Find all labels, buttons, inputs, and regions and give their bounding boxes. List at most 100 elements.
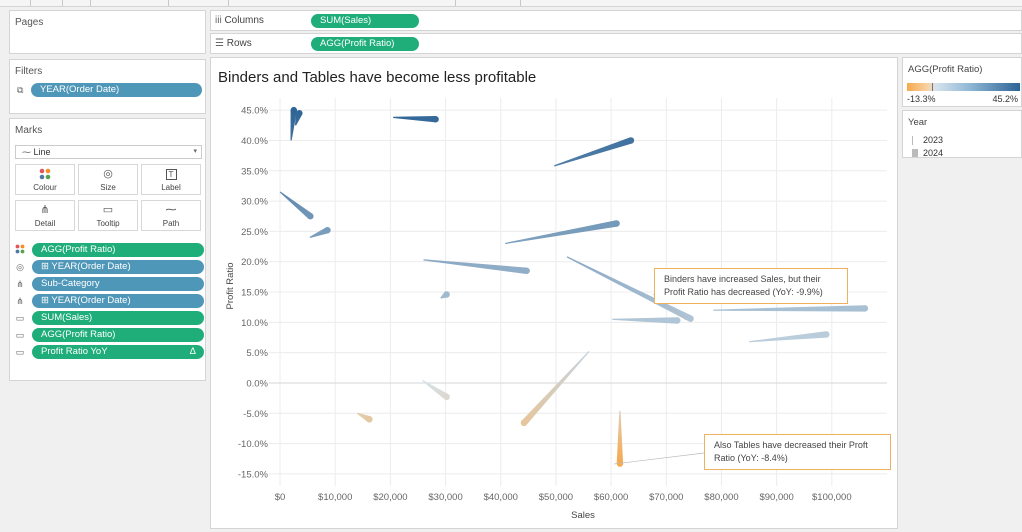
label-button-label: Label: [161, 183, 181, 192]
rows-shelf[interactable]: ☰ Rows AGG(Profit Ratio): [210, 33, 1022, 54]
trend-line-mark[interactable]: [505, 220, 618, 245]
size-legend[interactable]: Year 2023 2024: [902, 110, 1022, 158]
trend-line-mark[interactable]: [566, 256, 692, 322]
marks-pill-row: ▭ AGG(Profit Ratio): [14, 328, 204, 342]
colour-ramp-zero-marker: [932, 83, 933, 91]
tooltip-button[interactable]: ▭ Tooltip: [78, 200, 138, 231]
detail-button-label: Detail: [34, 219, 56, 228]
detail-icon: ⋔: [16, 279, 24, 289]
pill-label: Profit Ratio YoY: [41, 346, 108, 357]
trend-line-mark[interactable]: [309, 227, 329, 238]
annotation-connector: [613, 452, 705, 465]
trend-line-end-mark[interactable]: [520, 419, 528, 427]
trend-line-mark[interactable]: [423, 259, 527, 274]
trend-line-end-mark[interactable]: [443, 291, 450, 298]
trend-line-mark[interactable]: [612, 317, 678, 324]
size-legend-item-label: 2024: [923, 148, 944, 158]
mark-type-dropdown[interactable]: ⁓ Line ▾: [15, 145, 202, 159]
marks-card: Marks ⁓ Line ▾ Colour ◎ Size T Label ⋔ D…: [9, 118, 206, 381]
chart-title: Binders and Tables have become less prof…: [218, 69, 536, 86]
colour-button-label: Colour: [33, 183, 57, 192]
y-tick-label: 15.0%: [241, 288, 268, 299]
trend-line-mark[interactable]: [290, 109, 298, 141]
x-tick-label: $100,000: [812, 492, 852, 503]
filters-card[interactable]: Filters ⧉ YEAR(Order Date): [9, 59, 206, 114]
marks-pill-profit-ratio-colour[interactable]: AGG(Profit Ratio): [32, 243, 204, 257]
marks-pill-sum-sales[interactable]: SUM(Sales): [32, 311, 204, 325]
marks-pill-year-detail[interactable]: ⊞ YEAR(Order Date): [32, 294, 204, 308]
chart-card: Binders and Tables have become less prof…: [210, 57, 898, 529]
columns-shelf-label: iii Columns: [215, 15, 264, 26]
trend-line-mark[interactable]: [393, 116, 436, 123]
size-button[interactable]: ◎ Size: [78, 164, 138, 195]
x-axis-label: Sales: [571, 510, 595, 521]
path-button-label: Path: [162, 219, 180, 228]
marks-pill-row: ◎ ⊞ YEAR(Order Date): [14, 260, 204, 274]
x-tick-label: $30,000: [428, 492, 462, 503]
y-tick-label: 25.0%: [241, 227, 268, 238]
y-axis-label: Profit Ratio: [225, 263, 236, 310]
tooltip-icon: ▭: [15, 313, 25, 323]
marks-pill-profit-ratio-tooltip[interactable]: AGG(Profit Ratio): [32, 328, 204, 342]
trend-line-end-mark[interactable]: [861, 305, 869, 312]
x-tick-label: $40,000: [484, 492, 518, 503]
size-legend-item: 2024: [912, 148, 972, 159]
columns-shelf[interactable]: iii Columns SUM(Sales): [210, 10, 1022, 31]
trend-line-end-mark[interactable]: [296, 109, 303, 117]
trend-line-end-mark[interactable]: [523, 267, 530, 274]
marks-pill-year-size[interactable]: ⊞ YEAR(Order Date): [32, 260, 204, 274]
trend-line-end-mark[interactable]: [443, 393, 450, 401]
columns-icon: iii: [215, 15, 222, 26]
trend-line-end-mark[interactable]: [627, 137, 635, 144]
trend-line-end-mark[interactable]: [613, 220, 620, 227]
y-tick-label: 30.0%: [241, 197, 268, 208]
rows-icon: ☰: [215, 38, 224, 49]
y-tick-label: 5.0%: [246, 348, 268, 359]
colour-icon: [16, 168, 74, 181]
trend-line-end-mark[interactable]: [432, 116, 439, 123]
y-tick-label: -5.0%: [243, 409, 268, 420]
y-tick-label: 20.0%: [241, 257, 268, 268]
trend-line-mark[interactable]: [749, 331, 827, 343]
path-button[interactable]: ⁓ Path: [141, 200, 201, 231]
columns-pill-sum-sales[interactable]: SUM(Sales): [311, 14, 419, 28]
annotation-tables[interactable]: Also Tables have decreased their Proft R…: [704, 434, 891, 470]
trend-line-end-mark[interactable]: [307, 213, 314, 220]
label-icon: T: [142, 168, 200, 181]
pages-title: Pages: [15, 17, 44, 28]
rows-pill-profit-ratio[interactable]: AGG(Profit Ratio): [311, 37, 419, 51]
trend-line-end-mark[interactable]: [823, 331, 830, 338]
size-icon: ◎: [16, 262, 24, 272]
trend-line-end-mark[interactable]: [687, 315, 694, 322]
trend-line-mark[interactable]: [279, 191, 313, 219]
marks-pill-row: ▭ SUM(Sales): [14, 311, 204, 325]
size-legend-item: 2023: [912, 135, 972, 146]
tooltip-button-label: Tooltip: [96, 219, 120, 228]
trend-line-end-mark[interactable]: [290, 106, 298, 114]
pages-card[interactable]: Pages: [9, 10, 206, 54]
trend-line-mark[interactable]: [713, 305, 865, 312]
chevron-down-icon: ▾: [193, 148, 197, 155]
trend-line-mark[interactable]: [616, 410, 624, 464]
trend-line-end-mark[interactable]: [674, 317, 681, 324]
y-tick-label: -15.0%: [238, 469, 269, 480]
y-tick-label: 40.0%: [241, 136, 268, 147]
colour-button[interactable]: Colour: [15, 164, 75, 195]
trend-line-mark[interactable]: [422, 380, 449, 400]
colour-ramp: [907, 83, 1020, 91]
marks-pill-sub-category[interactable]: Sub-Category: [32, 277, 204, 291]
x-tick-label: $80,000: [704, 492, 738, 503]
filter-year-pill[interactable]: YEAR(Order Date): [31, 83, 202, 97]
trend-line-end-mark[interactable]: [324, 226, 331, 234]
detail-button[interactable]: ⋔ Detail: [15, 200, 75, 231]
annotation-binders[interactable]: Binders have increased Sales, but their …: [654, 268, 848, 304]
delta-icon: Δ: [189, 346, 196, 357]
trend-line-mark[interactable]: [521, 351, 590, 426]
size-button-label: Size: [100, 183, 116, 192]
trend-line-end-mark[interactable]: [366, 416, 373, 423]
size-swatch: [912, 136, 913, 145]
trend-line-mark[interactable]: [554, 137, 632, 167]
colour-legend[interactable]: AGG(Profit Ratio) -13.3% 45.2%: [902, 57, 1022, 107]
marks-pill-profit-ratio-yoy[interactable]: Profit Ratio YoY Δ: [32, 345, 204, 359]
label-button[interactable]: T Label: [141, 164, 201, 195]
